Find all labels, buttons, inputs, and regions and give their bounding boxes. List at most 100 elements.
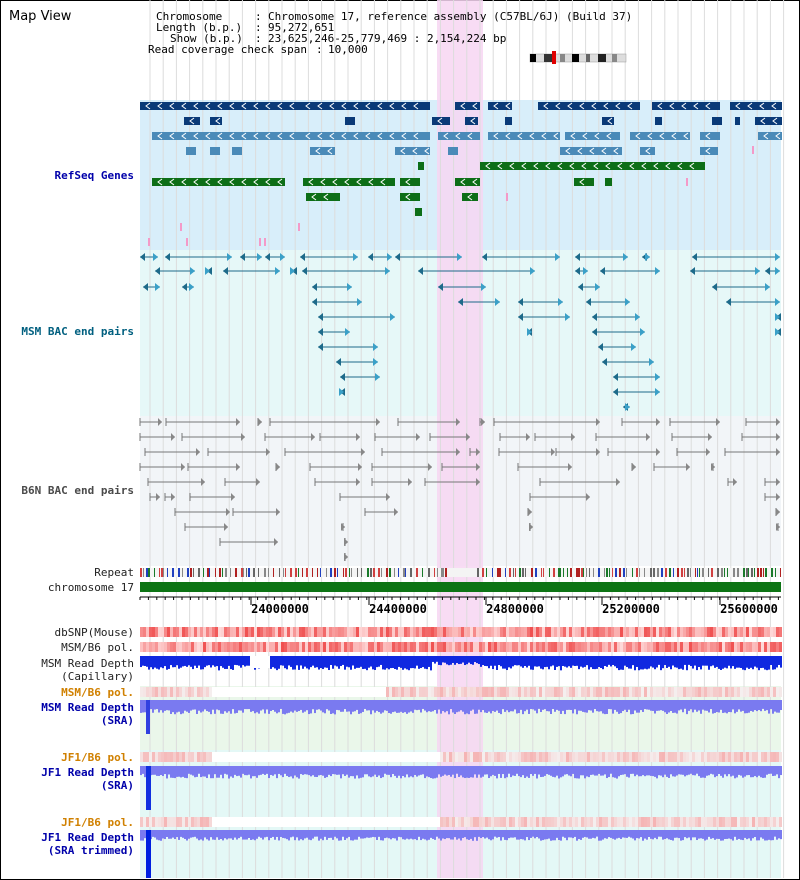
depth-bar xyxy=(344,766,346,776)
bac-end-marker xyxy=(656,418,660,426)
repeat-element xyxy=(563,568,564,577)
depth-bar xyxy=(228,656,230,666)
depth-bar xyxy=(318,830,320,841)
polymorphism-cell xyxy=(473,627,476,637)
depth-bar xyxy=(204,700,206,710)
depth-bar xyxy=(704,700,706,711)
gene-strand-arrow xyxy=(683,132,689,140)
depth-bar xyxy=(684,700,686,709)
polymorphism-cell xyxy=(773,642,776,652)
bac-end-marker xyxy=(189,283,194,291)
depth-bar xyxy=(602,700,604,714)
polymorphism-cell xyxy=(326,642,329,652)
polymorphism-cell xyxy=(617,642,620,652)
depth-bar xyxy=(716,656,718,667)
bac-end-marker xyxy=(646,433,650,441)
bac-end-marker xyxy=(236,418,240,426)
polymorphism-cell xyxy=(212,627,215,637)
repeat-element xyxy=(422,568,423,577)
polymorphism-cell xyxy=(230,752,233,762)
depth-bar xyxy=(290,766,292,777)
repeat-element xyxy=(576,568,578,577)
track-label-msm-depth-sra-1[interactable]: MSM Read Depth xyxy=(41,701,134,714)
bac-end-marker xyxy=(140,253,145,261)
polymorphism-cell xyxy=(563,642,566,652)
track-label-b6n-bac[interactable]: B6N BAC end pairs xyxy=(21,484,134,497)
track-label-msm-b6-pol-2[interactable]: MSM/B6 pol. xyxy=(61,686,134,699)
polymorphism-cell xyxy=(218,642,221,652)
depth-bar xyxy=(188,830,190,839)
gene-strand-arrow xyxy=(460,102,466,110)
repeat-element xyxy=(760,568,762,577)
track-label-dbsnp[interactable]: dbSNP(Mouse) xyxy=(54,626,134,639)
polymorphism-cell xyxy=(371,687,374,697)
polymorphism-cell xyxy=(188,642,191,652)
depth-bar xyxy=(558,830,560,841)
depth-bar xyxy=(358,766,360,779)
depth-bar xyxy=(606,766,608,779)
polymorphism-cell xyxy=(542,687,545,697)
track-label-msm-bac[interactable]: MSM BAC end pairs xyxy=(21,325,134,338)
depth-bar xyxy=(226,700,228,713)
polymorphism-cell xyxy=(599,627,602,637)
depth-bar xyxy=(142,700,144,713)
depth-bar xyxy=(604,700,606,715)
depth-bar xyxy=(344,700,346,710)
track-label-refseq[interactable]: RefSeq Genes xyxy=(54,169,134,182)
polymorphism-cell xyxy=(326,752,329,762)
polymorphism-cell xyxy=(617,627,620,637)
depth-bar xyxy=(216,656,218,667)
refseq-gene xyxy=(400,178,420,186)
bac-end-marker xyxy=(765,283,770,291)
polymorphism-cell xyxy=(191,642,194,652)
bac-end-marker xyxy=(280,253,285,261)
polymorphism-cell xyxy=(359,817,362,827)
axis-tick-label: 24000000 xyxy=(251,602,309,616)
polymorphism-cell xyxy=(389,752,392,762)
depth-bar xyxy=(472,656,474,665)
bac-end-marker xyxy=(776,448,780,456)
track-label-jf1-depth-trim-1[interactable]: JF1 Read Depth xyxy=(41,831,134,844)
polymorphism-cell xyxy=(314,642,317,652)
track-label-jf1-b6-pol-2[interactable]: JF1/B6 pol. xyxy=(61,816,134,829)
depth-bar xyxy=(576,830,578,841)
depth-bar xyxy=(724,700,726,713)
gene-strand-arrow xyxy=(217,102,223,110)
bac-end-marker xyxy=(165,253,170,261)
polymorphism-cell xyxy=(407,642,410,652)
depth-bar xyxy=(310,830,312,841)
track-label-jf1-depth-sra-1[interactable]: JF1 Read Depth xyxy=(41,766,134,779)
depth-bar xyxy=(180,830,182,837)
repeat-element xyxy=(434,568,435,577)
depth-bar xyxy=(340,700,342,712)
depth-bar xyxy=(728,830,730,839)
bac-end-marker xyxy=(596,448,600,456)
depth-bar xyxy=(474,656,476,663)
polymorphism-cell xyxy=(449,642,452,652)
depth-bar xyxy=(328,656,330,671)
depth-bar xyxy=(550,766,552,776)
depth-bar xyxy=(512,766,514,776)
depth-bar xyxy=(774,830,776,837)
depth-bar xyxy=(286,700,288,714)
polymorphism-cell xyxy=(743,642,746,652)
depth-bar xyxy=(264,700,266,714)
depth-bar xyxy=(402,766,404,776)
polymorphism-cell xyxy=(716,752,719,762)
depth-bar xyxy=(154,700,156,710)
depth-bar xyxy=(706,766,708,776)
depth-bar xyxy=(758,766,760,776)
polymorphism-cell xyxy=(653,627,656,637)
track-label-msm-depth-cap-1[interactable]: MSM Read Depth xyxy=(41,657,134,670)
repeat-element xyxy=(312,568,313,577)
track-label-jf1-b6-pol-1[interactable]: JF1/B6 pol. xyxy=(61,751,134,764)
polymorphism-cell xyxy=(488,627,491,637)
track-label-msm-b6-pol-1[interactable]: MSM/B6 pol. xyxy=(61,641,134,654)
polymorphism-cell xyxy=(482,687,485,697)
repeat-element xyxy=(416,568,418,577)
polymorphism-cell xyxy=(182,642,185,652)
track-label-repeat[interactable]: Repeat xyxy=(94,566,134,579)
polymorphism-cell xyxy=(230,627,233,637)
bac-end-marker xyxy=(476,478,480,486)
